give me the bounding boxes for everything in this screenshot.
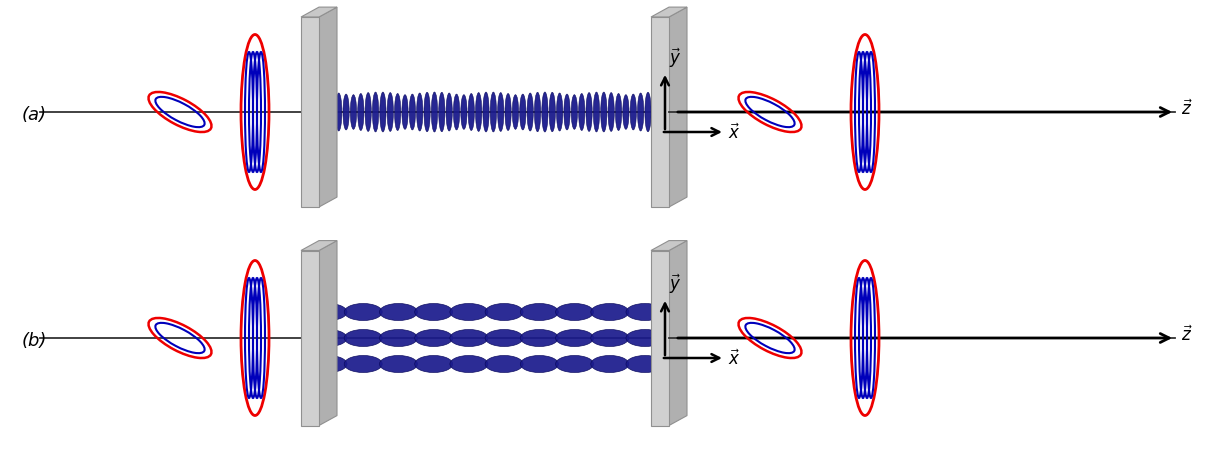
Polygon shape — [650, 251, 669, 426]
Ellipse shape — [549, 93, 556, 133]
Ellipse shape — [644, 93, 652, 133]
Ellipse shape — [505, 94, 511, 131]
Ellipse shape — [557, 94, 563, 132]
Ellipse shape — [309, 356, 347, 373]
Ellipse shape — [431, 93, 437, 133]
Ellipse shape — [586, 93, 593, 132]
Ellipse shape — [542, 93, 548, 133]
Ellipse shape — [461, 96, 467, 130]
Ellipse shape — [328, 93, 335, 133]
Ellipse shape — [527, 94, 533, 132]
Ellipse shape — [572, 96, 578, 130]
Ellipse shape — [490, 93, 496, 133]
Polygon shape — [301, 251, 319, 426]
Ellipse shape — [415, 330, 452, 347]
Ellipse shape — [335, 94, 341, 132]
Ellipse shape — [450, 356, 488, 373]
Ellipse shape — [468, 94, 474, 131]
Ellipse shape — [453, 95, 460, 131]
Ellipse shape — [609, 93, 615, 132]
Ellipse shape — [450, 304, 488, 321]
Ellipse shape — [344, 304, 382, 321]
Ellipse shape — [591, 356, 628, 373]
Ellipse shape — [485, 330, 524, 347]
Ellipse shape — [520, 304, 558, 321]
Ellipse shape — [350, 96, 356, 130]
Ellipse shape — [439, 93, 445, 133]
Ellipse shape — [309, 304, 347, 321]
Ellipse shape — [520, 95, 526, 131]
Ellipse shape — [483, 93, 489, 133]
Text: $\vec{x}$: $\vec{x}$ — [728, 123, 740, 143]
Polygon shape — [319, 8, 338, 207]
Polygon shape — [301, 241, 338, 251]
Ellipse shape — [485, 356, 524, 373]
Ellipse shape — [594, 93, 600, 133]
Polygon shape — [669, 241, 687, 426]
Ellipse shape — [556, 304, 594, 321]
Text: (b): (b) — [22, 331, 47, 349]
Ellipse shape — [637, 94, 644, 132]
Ellipse shape — [409, 95, 415, 131]
Ellipse shape — [556, 330, 594, 347]
Ellipse shape — [616, 94, 622, 131]
Polygon shape — [319, 241, 338, 426]
Text: $\vec{z}$: $\vec{z}$ — [1181, 99, 1193, 119]
Ellipse shape — [520, 330, 558, 347]
Ellipse shape — [344, 356, 382, 373]
Ellipse shape — [626, 304, 664, 321]
Ellipse shape — [446, 94, 452, 132]
Polygon shape — [301, 18, 319, 207]
Ellipse shape — [623, 96, 630, 130]
Ellipse shape — [626, 356, 664, 373]
Text: $\vec{y}$: $\vec{y}$ — [669, 46, 681, 70]
Ellipse shape — [394, 94, 400, 131]
Ellipse shape — [579, 94, 585, 131]
Ellipse shape — [309, 330, 347, 347]
Ellipse shape — [556, 356, 594, 373]
Ellipse shape — [450, 330, 488, 347]
Ellipse shape — [485, 304, 524, 321]
Ellipse shape — [424, 93, 430, 133]
Ellipse shape — [320, 93, 328, 133]
Ellipse shape — [498, 93, 504, 132]
Ellipse shape — [387, 93, 393, 132]
Polygon shape — [650, 241, 687, 251]
Ellipse shape — [342, 95, 349, 131]
Ellipse shape — [520, 356, 558, 373]
Ellipse shape — [379, 93, 386, 133]
Ellipse shape — [365, 93, 371, 132]
Ellipse shape — [513, 96, 519, 130]
Ellipse shape — [535, 93, 541, 133]
Ellipse shape — [476, 93, 482, 132]
Ellipse shape — [372, 93, 378, 133]
Ellipse shape — [626, 330, 664, 347]
Ellipse shape — [564, 95, 570, 131]
Text: $\vec{y}$: $\vec{y}$ — [669, 272, 681, 295]
Text: (a): (a) — [22, 106, 47, 124]
Ellipse shape — [357, 94, 363, 131]
Ellipse shape — [630, 95, 637, 131]
Ellipse shape — [402, 96, 408, 130]
Ellipse shape — [591, 304, 628, 321]
Polygon shape — [650, 18, 669, 207]
Text: $\vec{z}$: $\vec{z}$ — [1181, 325, 1193, 344]
Ellipse shape — [379, 356, 418, 373]
Ellipse shape — [379, 304, 418, 321]
Polygon shape — [301, 8, 338, 18]
Ellipse shape — [591, 330, 628, 347]
Ellipse shape — [416, 94, 423, 132]
Ellipse shape — [601, 93, 607, 133]
Polygon shape — [650, 8, 687, 18]
Ellipse shape — [415, 356, 452, 373]
Ellipse shape — [344, 330, 382, 347]
Ellipse shape — [379, 330, 418, 347]
Text: $\vec{x}$: $\vec{x}$ — [728, 349, 740, 368]
Polygon shape — [669, 8, 687, 207]
Ellipse shape — [415, 304, 452, 321]
